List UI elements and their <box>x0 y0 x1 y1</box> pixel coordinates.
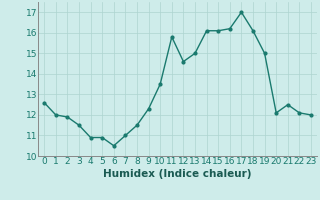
X-axis label: Humidex (Indice chaleur): Humidex (Indice chaleur) <box>103 169 252 179</box>
